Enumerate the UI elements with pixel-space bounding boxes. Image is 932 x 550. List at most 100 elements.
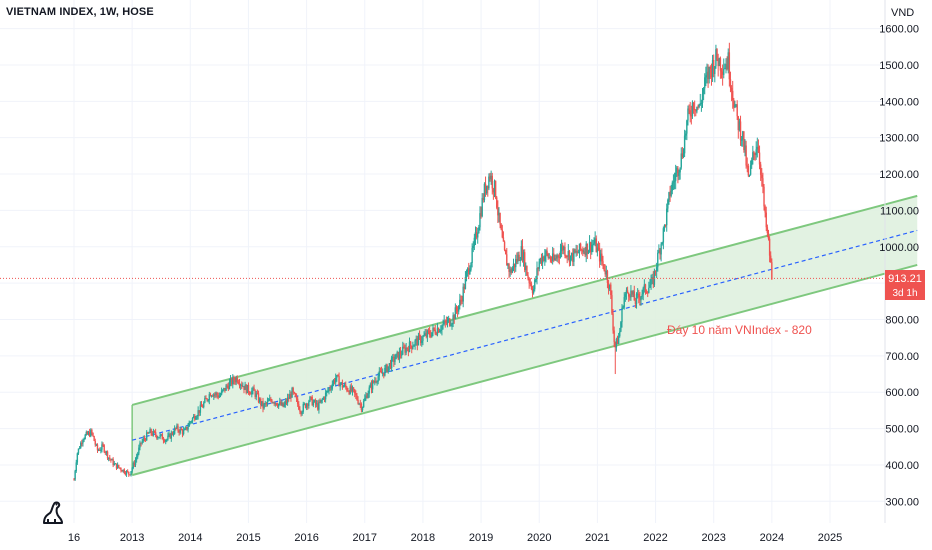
candle-body — [300, 411, 302, 415]
candle-body — [711, 60, 714, 77]
candle-body — [177, 425, 179, 431]
candle-body — [581, 249, 583, 251]
candle-body — [281, 402, 283, 406]
candle-body — [669, 192, 671, 196]
candle-body — [447, 318, 450, 320]
candle-body — [715, 49, 717, 67]
candle-body — [735, 104, 737, 106]
candle-body — [579, 243, 582, 250]
tradingview-dino-logo-icon[interactable] — [38, 497, 68, 527]
candle-body — [233, 377, 235, 381]
candle-body — [227, 386, 230, 390]
candle-body — [352, 387, 355, 390]
candle-body — [659, 250, 661, 255]
chart-title[interactable]: VIETNAM INDEX, 1W, HOSE — [6, 6, 154, 18]
candle-body — [130, 471, 132, 475]
price-tick-label: 1100.00 — [880, 205, 919, 217]
candle-body — [158, 437, 160, 439]
candle-body — [112, 459, 114, 466]
candle-body — [608, 284, 611, 290]
candle-body — [662, 228, 665, 243]
candle-body — [575, 250, 577, 253]
regression-channel[interactable] — [131, 194, 918, 477]
candle-body — [359, 403, 361, 405]
candle-body — [549, 257, 552, 261]
candle-body — [676, 167, 678, 173]
candle-body — [627, 292, 630, 297]
candle-body — [475, 231, 478, 238]
candle-body — [441, 325, 443, 331]
candle-body — [291, 387, 293, 398]
candle-body — [197, 410, 199, 417]
candle-body — [354, 389, 356, 394]
candle-body — [730, 87, 733, 91]
candle-body — [534, 279, 536, 290]
candle-body — [394, 359, 396, 362]
candle-body — [733, 100, 735, 108]
candle-body — [195, 418, 197, 420]
candle-body — [182, 430, 185, 434]
candle-body — [167, 435, 169, 440]
candle-body — [265, 403, 268, 405]
candle-body — [723, 68, 725, 75]
candle-body — [610, 284, 612, 296]
candle-body — [290, 394, 292, 398]
channel-annotation: Đáy 10 năm VNIndex - 820 — [667, 323, 812, 337]
candle-body — [143, 438, 146, 440]
candle-body — [430, 334, 432, 337]
candle-body — [96, 444, 99, 451]
candle-body — [589, 242, 592, 253]
candle-body — [338, 376, 340, 387]
candle-body — [573, 249, 575, 262]
candle-body — [707, 71, 709, 80]
candle-body — [525, 265, 527, 271]
candle-body — [370, 384, 373, 390]
candle-body — [367, 393, 369, 398]
candle-body — [692, 102, 695, 110]
candle-body — [326, 390, 328, 393]
candle-body — [157, 437, 159, 439]
candle-body — [709, 66, 712, 69]
price-tick-label: 1500.00 — [879, 60, 919, 72]
candle-body — [380, 371, 383, 374]
candle-body — [175, 427, 177, 429]
candle-body — [258, 398, 261, 403]
candle-body — [245, 384, 247, 394]
candle-body — [563, 247, 565, 251]
candle-body — [235, 377, 237, 383]
candle-body — [621, 307, 623, 323]
candle-body — [350, 386, 353, 392]
candle-body — [453, 315, 455, 320]
candle-body — [144, 439, 147, 441]
candle-body — [421, 340, 423, 343]
candle-body — [634, 300, 637, 304]
candle-body — [198, 410, 200, 413]
candle-body — [255, 393, 257, 397]
candle-body — [716, 49, 718, 60]
price-tick-label: 1000.00 — [879, 242, 919, 254]
price-tick-label: 300.00 — [885, 496, 919, 508]
candle-body — [160, 434, 162, 436]
candle-body — [348, 391, 350, 394]
candle-body — [228, 382, 231, 390]
candle-body — [308, 401, 310, 406]
candle-body — [465, 271, 468, 278]
candle-body — [82, 440, 84, 444]
candle-body — [738, 121, 741, 131]
price-axis[interactable]: 300.00400.00500.00600.00700.00800.00900.… — [879, 0, 919, 523]
candle-body — [263, 403, 265, 409]
candle-body — [121, 470, 123, 472]
candle-body — [751, 160, 753, 166]
candle-body — [728, 52, 731, 80]
candle-body — [383, 372, 385, 376]
candle-body — [617, 336, 620, 344]
candle-body — [286, 397, 289, 403]
candle-body — [727, 52, 729, 70]
candle-body — [691, 102, 694, 116]
candle-body — [104, 451, 107, 453]
candle-body — [210, 395, 213, 397]
candle-body — [403, 346, 405, 348]
candle-body — [607, 282, 610, 290]
time-axis[interactable]: 16 2013 2014 2015 2016 2017 2018 2019 2020 2021 20… — [68, 532, 842, 544]
